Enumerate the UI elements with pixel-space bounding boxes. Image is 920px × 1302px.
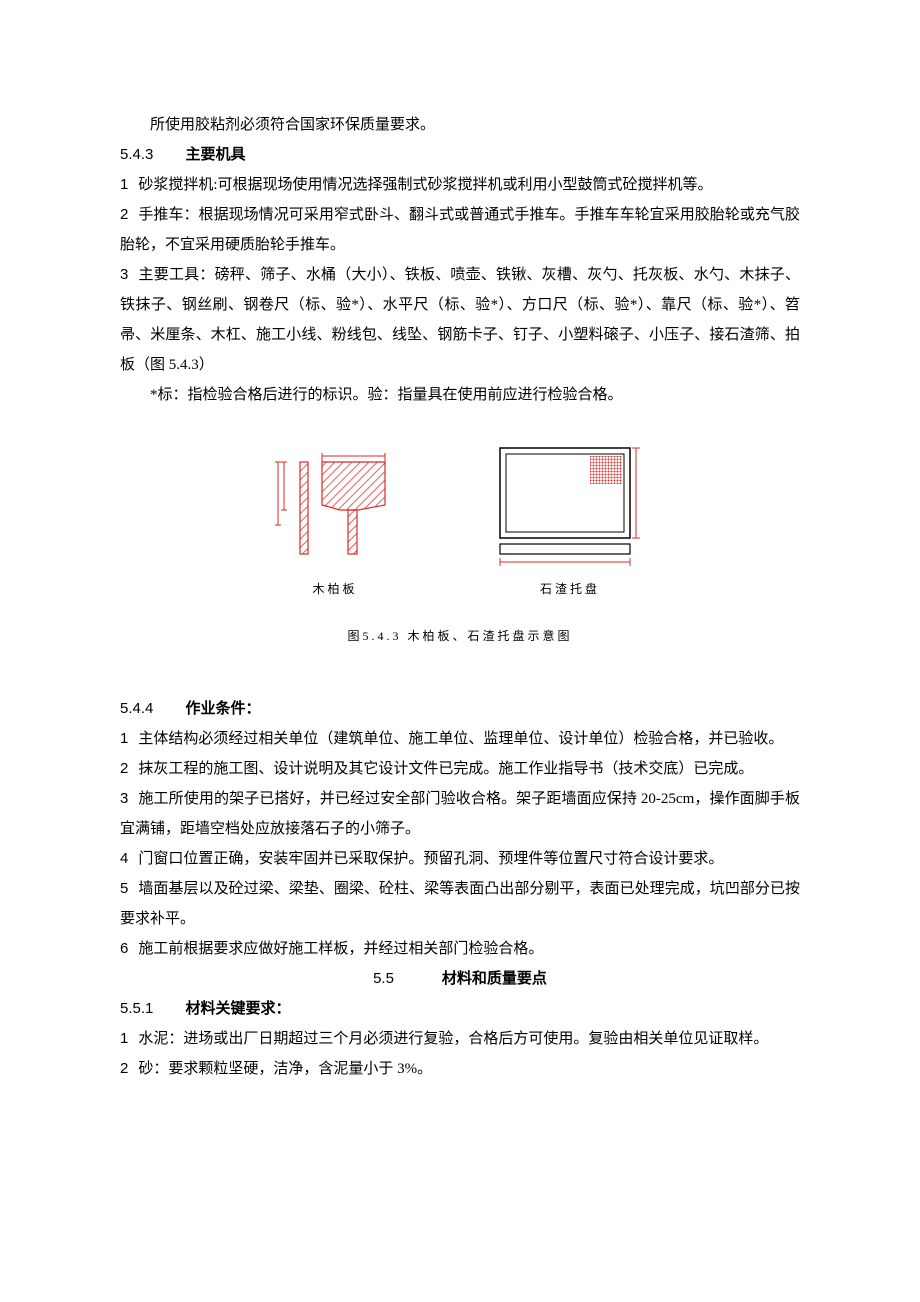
item-text: 手推车：根据现场情况可采用窄式卧斗、翻斗式或普通式手推车。手推车车轮宜采用胶胎轮… (120, 207, 800, 253)
diagram-wood-board: 木柏板 (270, 450, 400, 597)
list-item: 1 水泥：进场或出厂日期超过三个月必须进行复验，合格后方可使用。复验由相关单位见证… (120, 1024, 800, 1054)
heading-text: 作业条件： (186, 700, 261, 717)
heading-5-4-4: 5.4.4 作业条件： (120, 694, 800, 724)
section-number: 5.5 (373, 970, 394, 987)
figure-5-4-3: 木柏板 (120, 440, 800, 644)
item-number: 1 (120, 176, 128, 193)
item-number: 2 (120, 206, 128, 223)
list-item: 3主要工具：磅秤、筛子、水桶（大小）、铁板、喷壶、铁锹、灰槽、灰勺、托灰板、水勺… (120, 260, 800, 380)
list-item: 1 主体结构必须经过相关单位（建筑单位、施工单位、监理单位、设计单位）检验合格，并… (120, 724, 800, 754)
list-item: 2 抹灰工程的施工图、设计说明及其它设计文件已完成。施工作业指导书（技术交底）已完… (120, 754, 800, 784)
heading-number: 5.5.1 (120, 1000, 153, 1017)
heading-5-4-3: 5.4.3 主要机具 (120, 140, 800, 170)
note-line: *标：指检验合格后进行的标识。验：指量具在使用前应进行检验合格。 (120, 380, 800, 410)
list-item: 4 门窗口位置正确，安装牢固并已采取保护。预留孔洞、预埋件等位置尺寸符合设计要求。 (120, 844, 800, 874)
item-text: 砂浆搅拌机:可根据现场使用情况选择强制式砂浆搅拌机或利用小型鼓筒式砼搅拌机等。 (138, 177, 712, 193)
list-item: 2 砂：要求颗粒坚硬，洁净，含泥量小于 3%。 (120, 1054, 800, 1084)
item-text: 施工所使用的架子已搭好，并已经过安全部门验收合格。架子距墙面应保持 20-25c… (120, 791, 800, 837)
heading-text: 材料关键要求： (186, 1000, 291, 1017)
item-number: 2 (120, 760, 128, 777)
diagram-label: 木柏板 (270, 580, 400, 597)
item-number: 5 (120, 880, 128, 897)
wood-board-svg (270, 450, 400, 570)
list-item: 1 砂浆搅拌机:可根据现场使用情况选择强制式砂浆搅拌机或利用小型鼓筒式砼搅拌机等。 (120, 170, 800, 200)
item-text: 施工前根据要求应做好施工样板，并经过相关部门检验合格。 (138, 941, 543, 957)
item-text: 门窗口位置正确，安装牢固并已采取保护。预留孔洞、预埋件等位置尺寸符合设计要求。 (138, 851, 723, 867)
heading-5-5-1: 5.5.1 材料关键要求： (120, 994, 800, 1024)
item-text: 砂：要求颗粒坚硬，洁净，含泥量小于 3%。 (138, 1061, 432, 1077)
list-item: 5墙面基层以及砼过梁、梁垫、圈梁、砼柱、梁等表面凸出部分剔平，表面已处理完成，坑… (120, 874, 800, 934)
item-number: 1 (120, 1030, 128, 1047)
heading-number: 5.4.4 (120, 700, 153, 717)
section-5-5: 5.5 材料和质量要点 (120, 964, 800, 994)
item-text: 水泥：进场或出厂日期超过三个月必须进行复验，合格后方可使用。复验由相关单位见证取… (138, 1031, 768, 1047)
heading-text: 主要机具 (186, 146, 246, 163)
item-number: 6 (120, 940, 128, 957)
item-text: 主体结构必须经过相关单位（建筑单位、施工单位、监理单位、设计单位）检验合格，并已… (138, 731, 783, 747)
item-number: 4 (120, 850, 128, 867)
item-number: 1 (120, 730, 128, 747)
list-item: 6 施工前根据要求应做好施工样板，并经过相关部门检验合格。 (120, 934, 800, 964)
diagram-tray: 石渣托盘 (490, 440, 650, 597)
intro-paragraph: 所使用胶粘剂必须符合国家环保质量要求。 (120, 110, 800, 140)
tray-svg (490, 440, 650, 570)
item-text: 抹灰工程的施工图、设计说明及其它设计文件已完成。施工作业指导书（技术交底）已完成… (138, 761, 753, 777)
item-text: 主要工具：磅秤、筛子、水桶（大小）、铁板、喷壶、铁锹、灰槽、灰勺、托灰板、水勺、… (120, 267, 800, 373)
item-number: 3 (120, 790, 128, 807)
diagram-label: 石渣托盘 (490, 580, 650, 597)
figure-caption: 图5.4.3 木柏板、石渣托盘示意图 (120, 627, 800, 644)
section-title: 材料和质量要点 (442, 970, 547, 987)
item-number: 3 (120, 266, 128, 283)
list-item: 3施工所使用的架子已搭好，并已经过安全部门验收合格。架子距墙面应保持 20-25… (120, 784, 800, 844)
item-text: 墙面基层以及砼过梁、梁垫、圈梁、砼柱、梁等表面凸出部分剔平，表面已处理完成，坑凹… (120, 881, 800, 927)
heading-number: 5.4.3 (120, 146, 153, 163)
list-item: 2手推车：根据现场情况可采用窄式卧斗、翻斗式或普通式手推车。手推车车轮宜采用胶胎… (120, 200, 800, 260)
item-number: 2 (120, 1060, 128, 1077)
